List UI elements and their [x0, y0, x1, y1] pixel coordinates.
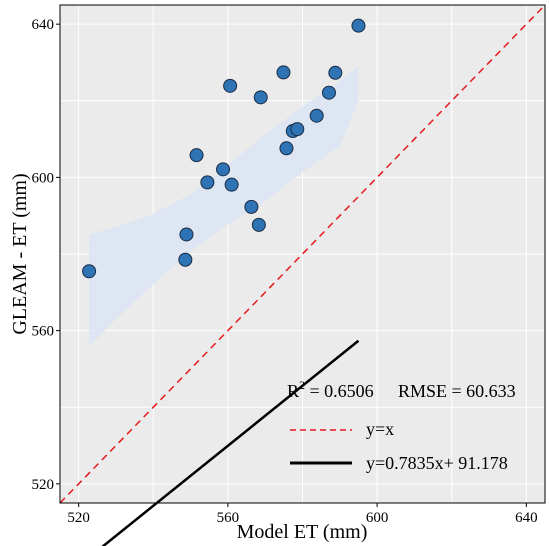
- regression-line: [101, 339, 360, 546]
- data-point: [200, 175, 215, 190]
- data-point: [276, 65, 291, 80]
- stats-annotation: R2 = 0.6506 RMSE = 60.633: [287, 378, 516, 401]
- data-point: [309, 108, 324, 123]
- y-axis-title: GLEAM - ET (mm): [9, 173, 31, 334]
- data-point: [189, 148, 204, 163]
- r2-superscript: 2: [299, 378, 305, 392]
- data-point: [223, 78, 238, 93]
- x-tick-label: 600: [366, 510, 389, 526]
- data-point: [82, 264, 97, 279]
- axis-ticks: 520 560 600 640 520 560 600 640: [32, 17, 538, 526]
- rmse-label: RMSE = 60.633: [398, 381, 516, 401]
- y-tick-label: 600: [32, 170, 55, 186]
- r2-label: R: [287, 381, 299, 401]
- x-tick-label: 640: [515, 510, 538, 526]
- y-tick-label: 520: [32, 477, 55, 493]
- data-point: [351, 18, 366, 33]
- identity-line: [59, 4, 546, 504]
- data-points: [82, 18, 366, 279]
- data-point: [253, 90, 268, 105]
- data-point: [328, 65, 343, 80]
- x-tick-label: 560: [217, 510, 240, 526]
- data-point: [279, 141, 294, 156]
- data-point: [251, 217, 266, 232]
- fit-line-layer: [101, 339, 360, 546]
- data-point: [179, 227, 194, 242]
- legend-label-fit: y=0.7835x+ 91.178: [366, 453, 508, 473]
- data-point: [321, 85, 336, 100]
- data-point: [216, 162, 231, 177]
- y-tick-label: 640: [32, 17, 55, 33]
- identity-line-layer: [59, 4, 546, 504]
- legend: y=x y=0.7835x+ 91.178: [290, 419, 508, 473]
- legend-label-identity: y=x: [366, 419, 394, 439]
- svg-text:R2 = 0.6506: R2 = 0.6506: [287, 378, 374, 401]
- x-tick-label: 520: [67, 510, 90, 526]
- y-tick-label: 560: [32, 324, 55, 340]
- data-point: [178, 252, 193, 267]
- x-axis-title: Model ET (mm): [237, 521, 368, 543]
- r2-value: = 0.6506: [305, 381, 374, 401]
- plot-frame: [59, 4, 546, 504]
- data-point: [224, 177, 239, 192]
- data-point: [290, 122, 305, 137]
- data-point: [244, 199, 259, 214]
